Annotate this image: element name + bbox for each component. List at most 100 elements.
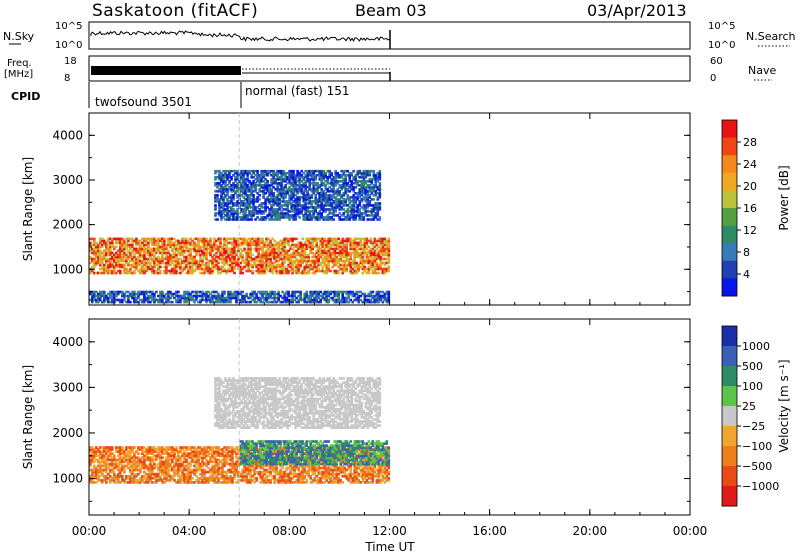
power-colorbar-swatch	[722, 190, 737, 208]
power-cell	[217, 262, 220, 265]
power-cell	[115, 246, 118, 249]
nave-label: Nave	[748, 64, 776, 77]
power-cell	[214, 204, 217, 207]
power-cell	[266, 180, 269, 183]
velocity-cell	[133, 446, 136, 449]
velocity-cell	[113, 471, 116, 474]
power-panel: 1000 2000 3000 4000 Slant Range [km] 4 8 12 16 20…	[21, 113, 791, 305]
power-y-axis-label: Slant Range [km]	[21, 157, 35, 261]
power-cell	[251, 254, 254, 257]
velocity-cell	[121, 446, 124, 449]
freq-unit-label: [MHz]	[4, 69, 33, 80]
power-cell	[119, 270, 122, 273]
power-cell	[379, 216, 382, 219]
power-cell	[378, 272, 381, 275]
power-cell	[301, 238, 304, 241]
power-cell	[379, 170, 382, 173]
power-cell	[245, 293, 248, 296]
power-colorbar-tick-label: 16	[743, 202, 757, 215]
power-colorbar-swatch	[722, 120, 737, 138]
nsky-strip: N.Sky 10^5 10^0 10^5 10^0 N.Search	[3, 21, 796, 51]
nsky-tick-low: 10^0	[55, 40, 82, 51]
power-cell	[330, 172, 333, 175]
power-colorbar-tick-label: 28	[743, 136, 757, 149]
freq-tick-low: 8	[64, 73, 70, 84]
power-cell	[295, 238, 298, 241]
power-colorbar-swatch	[722, 138, 737, 156]
power-colorbar-swatch	[722, 278, 737, 296]
nave-tick-high: 60	[710, 56, 723, 67]
power-cell	[388, 291, 391, 294]
power-cell	[261, 238, 264, 241]
freq-strip: Freq. [MHz] 18 8 60 0 Nave	[4, 56, 776, 84]
beam-title: Beam 03	[355, 1, 427, 20]
power-cell	[379, 202, 382, 205]
power-y-tick-label: 4000	[52, 128, 83, 142]
power-colorbar: 4 8 12 16 20 24 28 Power [dB]	[722, 120, 791, 297]
power-colorbar-swatch	[722, 226, 737, 244]
cpid-label: CPID	[11, 90, 40, 103]
power-cell	[287, 291, 290, 294]
power-cell	[241, 272, 244, 275]
power-colorbar-tick-label: 4	[743, 268, 750, 281]
power-colorbar-tick-label: 12	[743, 224, 757, 237]
power-cell	[252, 194, 255, 197]
freq-label: Freq.	[7, 58, 32, 69]
nsearch-label: N.Search	[746, 30, 796, 43]
power-cell	[373, 198, 376, 201]
power-y-tick-label: 3000	[52, 173, 83, 187]
freq-tick-high: 18	[64, 56, 77, 67]
power-cell	[167, 250, 170, 253]
nsky-trace	[91, 31, 390, 41]
power-cell	[219, 238, 222, 241]
power-cell	[159, 266, 162, 269]
power-cell	[298, 216, 301, 219]
power-cell	[370, 238, 373, 241]
nsearch-tick-high: 10^5	[708, 21, 735, 32]
power-cell	[332, 218, 335, 221]
nsearch-tick-low: 10^0	[708, 40, 735, 51]
power-colorbar-tick-label: 24	[743, 158, 757, 171]
power-colorbar-swatch	[722, 243, 737, 261]
power-colorbar-swatch	[722, 208, 737, 226]
power-cell	[171, 301, 174, 304]
power-cell	[251, 270, 254, 273]
power-y-tick-label: 1000	[52, 262, 83, 276]
velocity-cell	[111, 446, 114, 449]
power-cell	[373, 170, 376, 173]
power-cell	[305, 291, 308, 294]
mode-label-twofsound: twofsound 3501	[95, 95, 192, 109]
power-cell	[388, 238, 391, 241]
power-cell	[388, 266, 391, 269]
power-cell	[352, 170, 355, 173]
power-cell	[277, 291, 280, 294]
nsky-label: N.Sky	[3, 30, 35, 43]
freq-trace-dense	[91, 66, 241, 75]
power-cell	[129, 301, 132, 304]
date-title: 03/Apr/2013	[587, 1, 687, 20]
power-colorbar-tick-label: 8	[743, 246, 750, 259]
power-cell	[241, 291, 244, 294]
power-colorbar-swatch	[722, 155, 737, 173]
velocity-cell	[191, 477, 194, 480]
power-cell	[329, 270, 332, 273]
mode-label-normal-fast: normal (fast) 151	[245, 84, 349, 98]
power-cell	[161, 291, 164, 294]
velocity-cell	[137, 452, 140, 455]
power-cell	[163, 238, 166, 241]
power-colorbar-tick-label: 20	[743, 180, 757, 193]
power-cell	[103, 291, 106, 294]
power-cell	[258, 194, 261, 197]
power-cell	[372, 291, 375, 294]
power-cell	[177, 291, 180, 294]
power-y-tick-label: 2000	[52, 218, 83, 232]
power-cell	[159, 270, 162, 273]
power-cell	[209, 238, 212, 241]
power-colorbar-swatch	[722, 261, 737, 279]
power-colorbar-label: Power [dB]	[777, 165, 791, 230]
power-colorbar-swatch	[722, 173, 737, 191]
velocity-cell	[161, 456, 164, 459]
